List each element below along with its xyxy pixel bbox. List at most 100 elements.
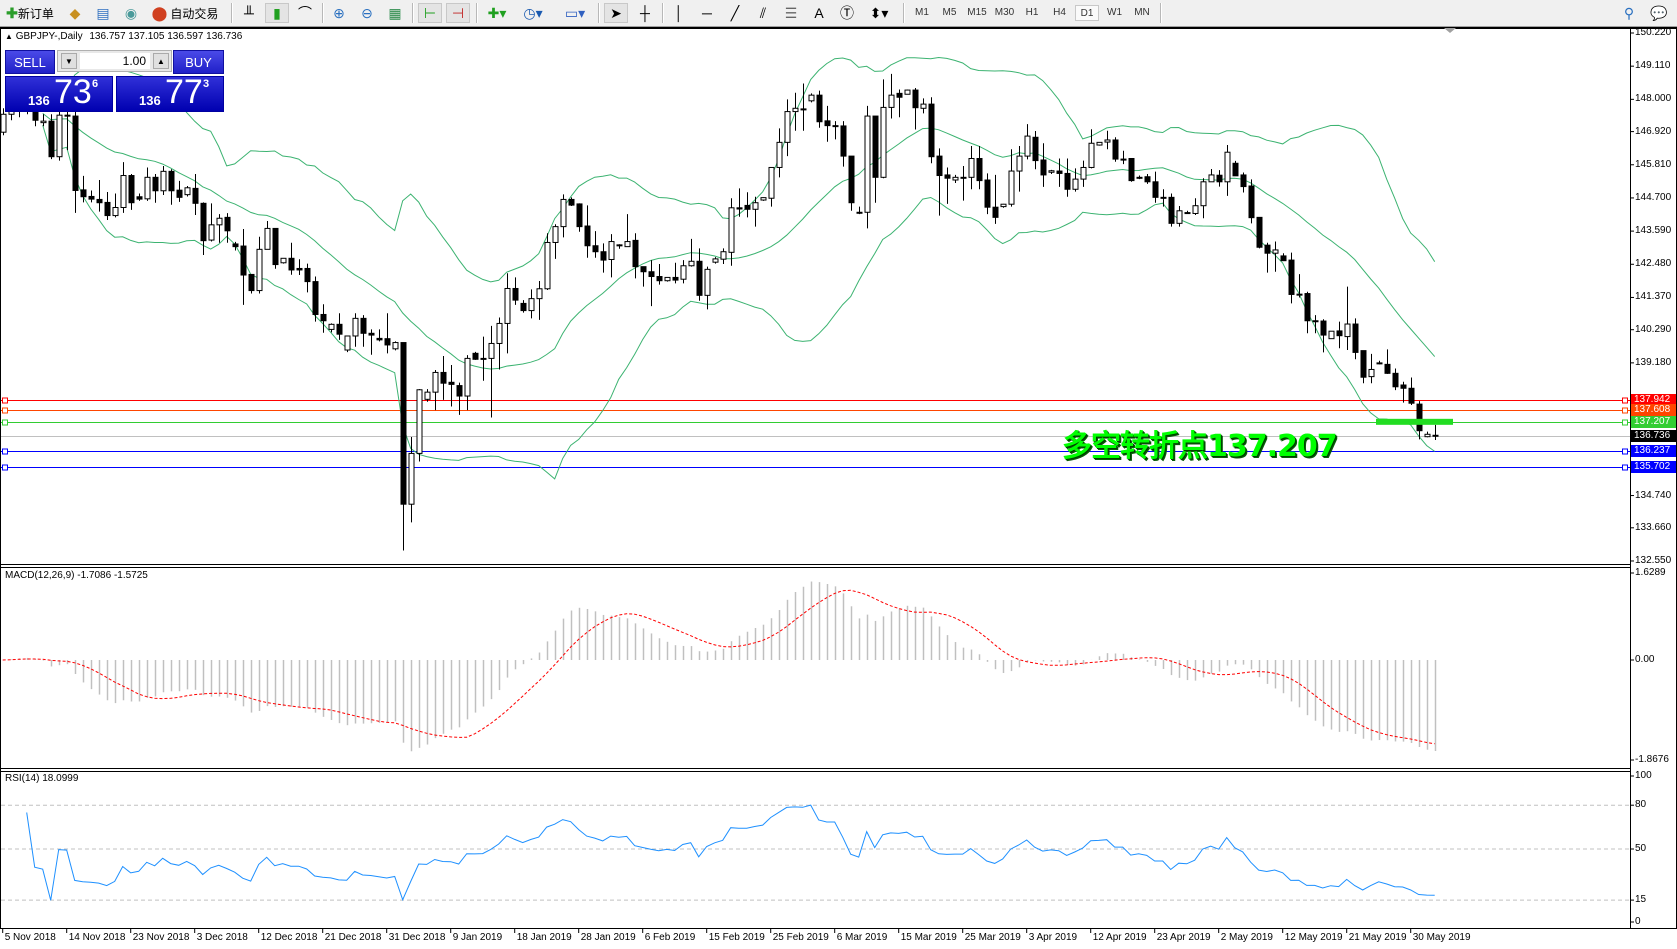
candle <box>616 244 623 249</box>
candle-body-bull <box>888 94 895 108</box>
arrows-button[interactable]: ⬍▾ <box>862 3 896 23</box>
macd-axis-label: 1.6289 <box>1635 567 1666 578</box>
crosshair-button[interactable]: ┼ <box>634 3 656 23</box>
candle <box>712 257 719 264</box>
zoom-in-button[interactable]: ⊕ <box>328 3 350 23</box>
timeframe-m15[interactable]: M15 <box>967 7 987 18</box>
data-window-button[interactable]: ▤ <box>92 3 114 23</box>
new-order-button[interactable]: ✚ 新订单 <box>2 3 58 23</box>
tile-windows-button[interactable]: ▦ <box>384 3 406 23</box>
candle-body-bull <box>1120 158 1127 161</box>
lot-decrease-button[interactable]: ▼ <box>61 53 77 69</box>
candle <box>496 317 503 370</box>
candle <box>304 263 311 293</box>
candle <box>1232 160 1239 177</box>
timeframe-mn[interactable]: MN <box>1134 7 1150 18</box>
candle <box>1392 368 1399 391</box>
one-click-trading-panel: SELL ▼ 1.00 ▲ BUY 136 73 6 136 77 3 <box>5 50 224 112</box>
candle <box>464 355 471 411</box>
time-axis-label: 15 Feb 2019 <box>708 932 765 943</box>
periods-button[interactable]: ◷▾ <box>518 3 548 23</box>
pivot-annotation[interactable]: 多空转折点137.207 <box>1062 429 1338 464</box>
candle <box>1360 350 1367 384</box>
sell-price-box[interactable]: 136 73 6 <box>5 73 113 112</box>
candle <box>728 198 735 266</box>
horizontal-line-button[interactable]: ─ <box>696 3 718 23</box>
candle-body-bear <box>1280 255 1287 262</box>
ohlc-label: 136.757 137.105 136.597 136.736 <box>89 31 243 42</box>
fibonacci-button[interactable]: ☰ <box>780 3 802 23</box>
candle <box>864 105 871 229</box>
toolbar: ✚ 新订单 ◆ ▤ ◉ ⬤ 自动交易 ╨ ▮ ⌒ ⊕ ⊖ ▦ ⊢ ⊣ ✚▾ ◷▾… <box>0 0 1677 27</box>
timeframe-h4[interactable]: H4 <box>1053 7 1066 18</box>
text-label-icon: Ⓣ <box>840 5 854 21</box>
candle <box>88 190 95 203</box>
candle <box>424 389 431 402</box>
market-watch-button[interactable]: ◆ <box>64 3 86 23</box>
sell-button[interactable]: SELL <box>5 50 55 74</box>
candle <box>1120 150 1127 165</box>
candle <box>744 192 751 218</box>
zoom-out-button[interactable]: ⊖ <box>356 3 378 23</box>
time-axis-label: 23 Nov 2018 <box>132 932 190 943</box>
macd-label: MACD(12,26,9) -1.7086 -1.5725 <box>5 570 148 581</box>
candle-body-bull <box>1 113 7 133</box>
candle-body-bear <box>1064 172 1071 190</box>
chart-shift-button[interactable]: ⊣ <box>446 3 470 23</box>
text-button[interactable]: A <box>808 3 830 23</box>
candle <box>1088 129 1095 169</box>
candle-body-bear <box>696 260 703 296</box>
candle-body-bear <box>1240 174 1247 188</box>
price-axis-label: 146.920 <box>1635 125 1672 137</box>
candle <box>248 273 255 294</box>
chat-button[interactable]: 💬 <box>1646 3 1672 23</box>
navigator-button[interactable]: ◉ <box>120 3 142 23</box>
trendline-button[interactable]: ╱ <box>724 3 746 23</box>
candle-body-bear <box>1232 162 1239 177</box>
timeframe-w1[interactable]: W1 <box>1107 7 1122 18</box>
timeframe-m5[interactable]: M5 <box>942 7 957 18</box>
timeframe-h1[interactable]: H1 <box>1025 7 1039 18</box>
candle-body-bull <box>112 206 119 217</box>
timeframe-d1[interactable]: D1 <box>1075 5 1099 21</box>
search-button[interactable]: ⚲ <box>1618 3 1640 23</box>
buy-button[interactable]: BUY <box>173 50 224 74</box>
indicators-icon: ✚▾ <box>487 5 507 21</box>
templates-button[interactable]: ▭▾ <box>558 3 592 23</box>
candle <box>688 238 695 267</box>
timeframe-m30[interactable]: M30 <box>994 7 1015 18</box>
timeframe-m1[interactable]: M1 <box>915 7 929 18</box>
text-label-button[interactable]: Ⓣ <box>836 3 858 23</box>
cursor-button[interactable]: ➤ <box>604 3 628 23</box>
candle-body-bear <box>376 337 383 341</box>
candle-body-bull <box>1200 181 1207 207</box>
indicators-button[interactable]: ✚▾ <box>482 3 512 23</box>
candlestick-button[interactable]: ▮ <box>265 3 289 23</box>
candle-body-bear <box>632 239 639 268</box>
auto-scroll-button[interactable]: ⊢ <box>418 3 442 23</box>
lot-increase-button[interactable]: ▲ <box>153 53 169 69</box>
line-chart-button[interactable]: ⌒ <box>294 3 316 23</box>
candle-body-bear <box>360 317 367 334</box>
candle <box>216 214 223 243</box>
auto-scroll-icon: ⊢ <box>423 5 437 21</box>
candle <box>384 313 391 354</box>
lot-size-input[interactable]: 1.00 <box>80 53 150 69</box>
auto-trading-button[interactable]: ⬤ 自动交易 <box>148 3 222 23</box>
fibonacci-channel-button[interactable]: ⫽ <box>752 3 774 23</box>
bar-chart-button[interactable]: ╨ <box>238 3 260 23</box>
candle <box>784 99 791 157</box>
buy-price-box[interactable]: 136 77 3 <box>116 73 224 112</box>
candle-body-bear <box>1288 259 1295 295</box>
candle <box>520 300 527 313</box>
candle <box>960 165 967 201</box>
lot-size-stepper[interactable]: ▼ 1.00 ▲ <box>57 50 172 72</box>
candle-body-bull <box>264 227 271 250</box>
candle-body-bull <box>328 323 335 330</box>
candle <box>792 92 799 131</box>
candle <box>1008 149 1015 207</box>
vertical-line-button[interactable]: │ <box>668 3 690 23</box>
candle-body-bear <box>576 203 583 228</box>
candle-body-bear <box>472 352 479 360</box>
